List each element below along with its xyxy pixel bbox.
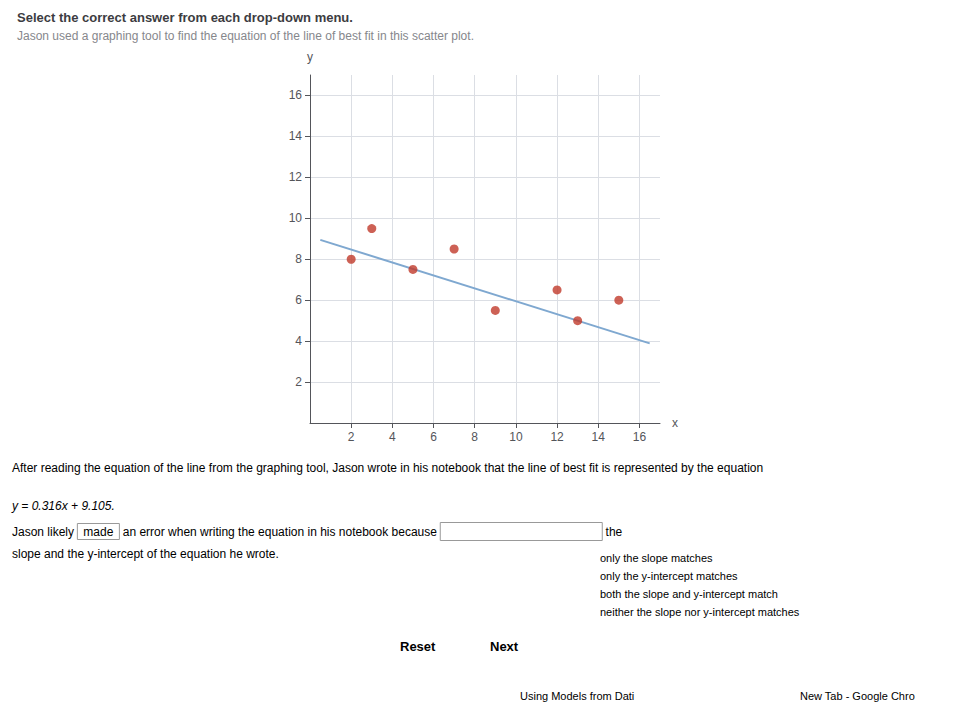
svg-text:Select the correct answer from: Select the correct answer from each drop… (17, 10, 353, 25)
svg-text:10: 10 (289, 211, 303, 225)
svg-text:After reading the equation of: After reading the equation of the line f… (12, 461, 763, 475)
svg-text:8: 8 (471, 430, 478, 444)
svg-text:12: 12 (289, 170, 303, 184)
svg-text:2: 2 (348, 430, 355, 444)
svg-text:made: made (83, 525, 113, 539)
svg-text:6: 6 (295, 293, 302, 307)
svg-text:only the slope matches: only the slope matches (600, 552, 713, 564)
svg-text:an error when writing the equa: an error when writing the equation in hi… (123, 525, 438, 539)
svg-text:16: 16 (633, 430, 647, 444)
svg-text:4: 4 (389, 430, 396, 444)
svg-text:neither the slope nor y-interc: neither the slope nor y-intercept matche… (600, 606, 800, 618)
svg-text:y: y (307, 50, 313, 64)
svg-text:slope and the y-intercept of t: slope and the y-intercept of the equatio… (12, 547, 279, 561)
svg-text:Next: Next (490, 639, 519, 654)
svg-text:6: 6 (430, 430, 437, 444)
svg-text:14: 14 (289, 129, 303, 143)
svg-text:Reset: Reset (400, 639, 436, 654)
svg-text:14: 14 (592, 430, 606, 444)
svg-text:y = 0.316x + 9.105.: y = 0.316x + 9.105. (11, 499, 115, 513)
svg-text:Jason likely: Jason likely (12, 525, 74, 539)
svg-text:10: 10 (509, 430, 523, 444)
svg-text:only the y-intercept matches: only the y-intercept matches (600, 570, 738, 582)
svg-text:2: 2 (295, 375, 302, 389)
svg-text:the: the (606, 525, 623, 539)
svg-text:8: 8 (295, 252, 302, 266)
svg-text:both the slope and y-intercept: both the slope and y-intercept match (600, 588, 778, 600)
svg-text:New Tab - Google Chro: New Tab - Google Chro (800, 690, 915, 702)
svg-text:4: 4 (295, 334, 302, 348)
svg-text:12: 12 (550, 430, 564, 444)
svg-text:Using Models from Dati: Using Models from Dati (520, 690, 634, 702)
svg-text:x: x (672, 416, 678, 430)
svg-text:16: 16 (289, 88, 303, 102)
svg-text:Jason used a graphing tool to: Jason used a graphing tool to find the e… (17, 29, 474, 43)
